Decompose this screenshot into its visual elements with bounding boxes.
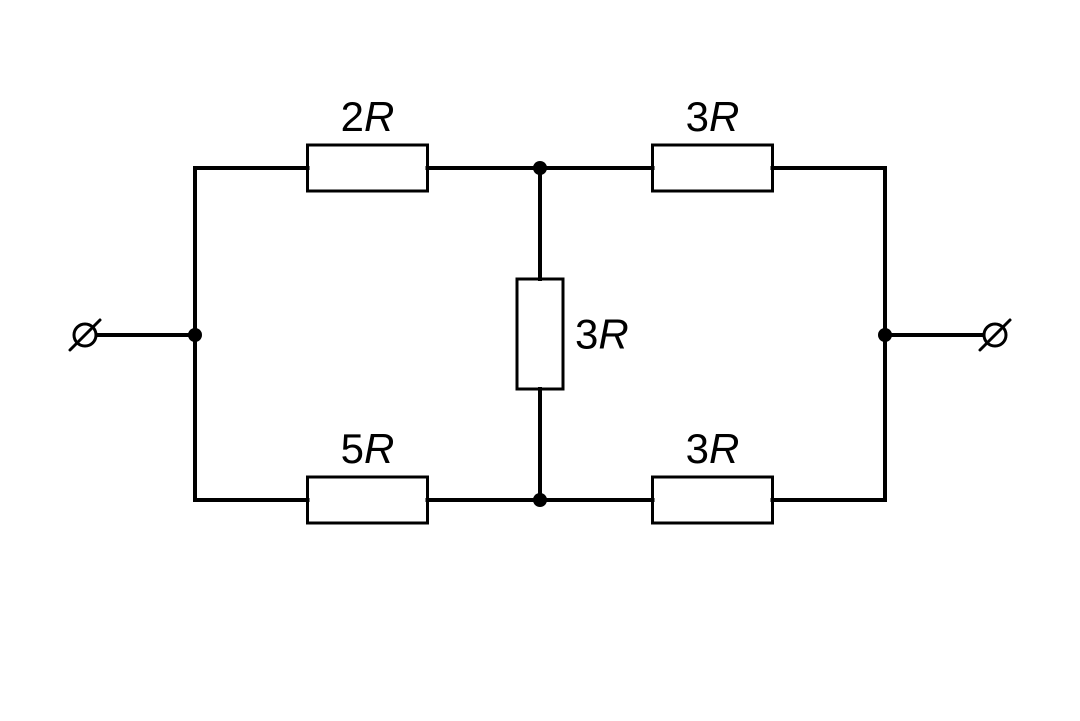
- node-mid-top: [533, 161, 547, 175]
- circuit-diagram: 2R 3R 5R 3R 3R: [0, 0, 1080, 721]
- resistor-r_bot_right: [653, 477, 773, 523]
- resistor-label-r_top_right: 3R: [686, 93, 740, 140]
- resistor-r_top_right: [653, 145, 773, 191]
- node-right: [878, 328, 892, 342]
- resistor-label-r_top_left: 2R: [341, 93, 395, 140]
- resistor-label-r_mid: 3R: [575, 311, 629, 358]
- node-left: [188, 328, 202, 342]
- node-mid-bot: [533, 493, 547, 507]
- resistor-label-r_bot_right: 3R: [686, 425, 740, 472]
- resistor-label-r_bot_left: 5R: [341, 425, 395, 472]
- resistor-r_top_left: [308, 145, 428, 191]
- resistor-r_bot_left: [308, 477, 428, 523]
- resistor-r_mid: [517, 279, 563, 389]
